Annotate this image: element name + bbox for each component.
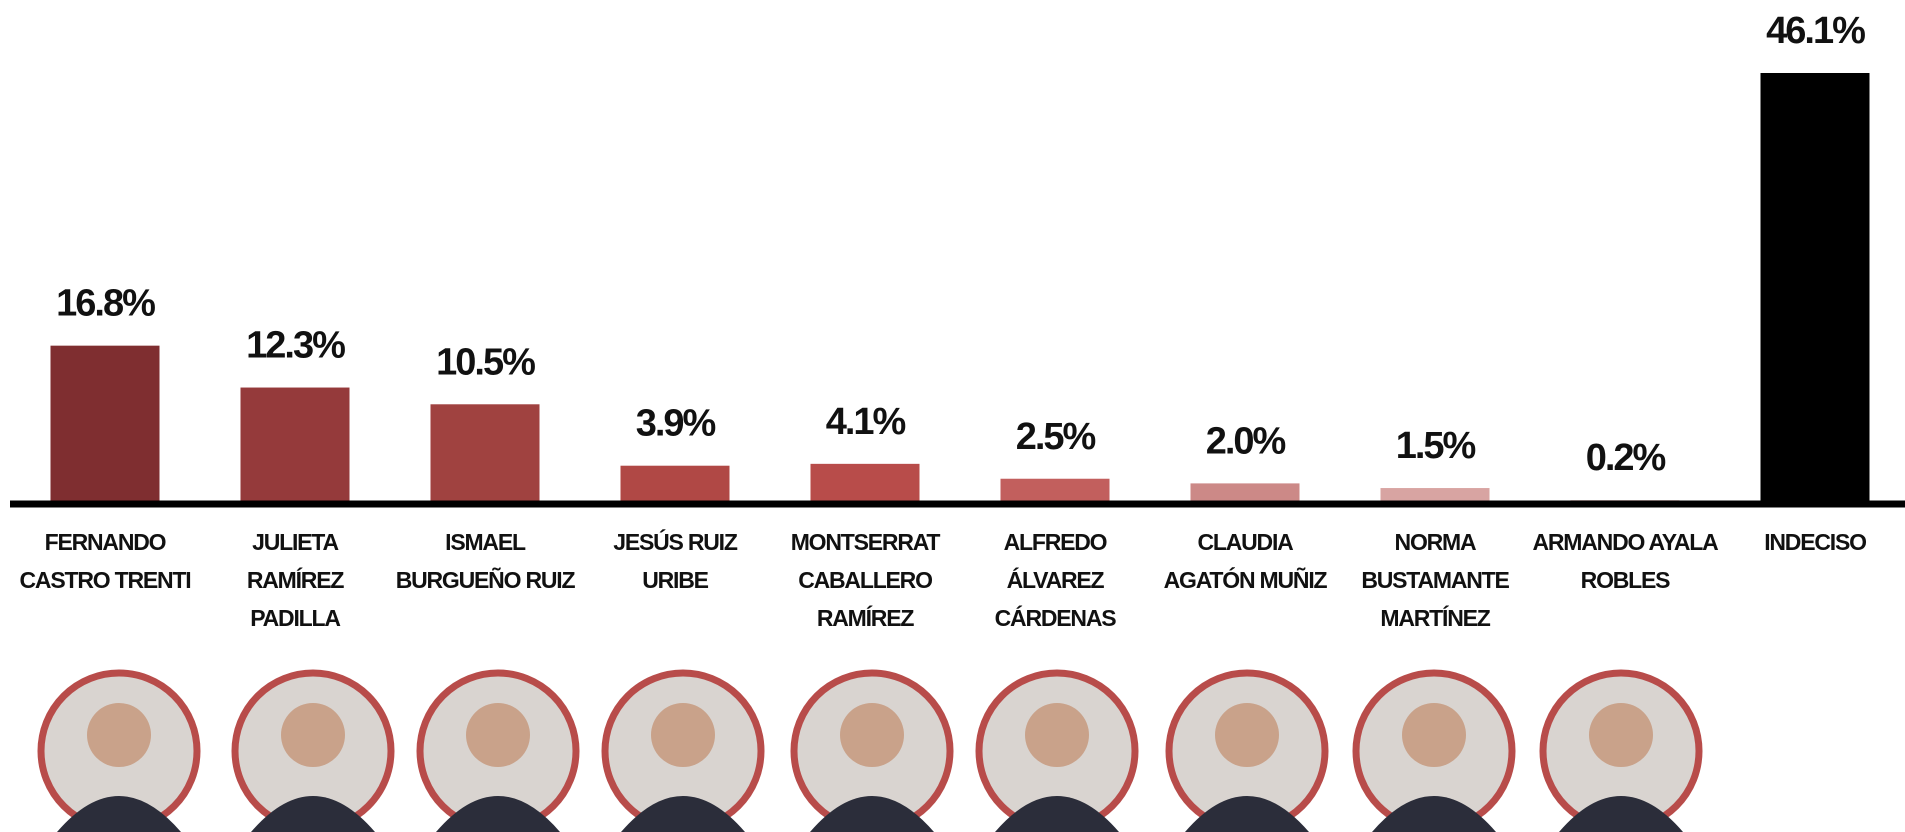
category-label: JESÚS RUIZ URIBE (582, 523, 768, 599)
page: 16.8% 12.3% 10.5% 3.9% 4.1% 2.5% 2.0% 1.5% 0.2% 4… (0, 0, 1905, 832)
value-label: 16.8% (56, 283, 155, 325)
bar (1381, 488, 1490, 502)
bar (621, 466, 730, 502)
photo-face (651, 703, 715, 767)
photo-face (1402, 703, 1466, 767)
bar (1761, 73, 1870, 502)
category-label: MONTSERRAT CABALLERO RAMÍREZ (772, 523, 958, 637)
photo-face (840, 703, 904, 767)
bar (431, 404, 540, 502)
bar (1191, 483, 1300, 502)
value-label: 3.9% (636, 403, 716, 445)
value-label: 12.3% (246, 325, 345, 367)
value-label: 1.5% (1396, 425, 1476, 467)
bar (1001, 479, 1110, 502)
category-label: CLAUDIA AGATÓN MUÑIZ (1152, 523, 1338, 599)
photo-face (466, 703, 530, 767)
category-label: INDECISO (1722, 523, 1905, 561)
photo-face (1215, 703, 1279, 767)
photo-face (281, 703, 345, 767)
bar (51, 346, 160, 502)
photo-face (1025, 703, 1089, 767)
category-label: ISMAEL BURGUEÑO RUIZ (392, 523, 578, 599)
category-label: JULIETA RAMÍREZ PADILLA (202, 523, 388, 637)
value-label: 10.5% (436, 341, 535, 383)
category-label: FERNANDO CASTRO TRENTI (12, 523, 198, 599)
photo-face (87, 703, 151, 767)
value-label: 2.0% (1206, 420, 1286, 462)
category-label: NORMA BUSTAMANTE MARTÍNEZ (1342, 523, 1528, 637)
value-label: 0.2% (1586, 437, 1666, 479)
value-label: 4.1% (826, 401, 906, 443)
category-label: ARMANDO AYALA ROBLES (1532, 523, 1718, 599)
category-label: ALFREDO ÁLVAREZ CÁRDENAS (962, 523, 1148, 637)
bar (241, 388, 350, 502)
value-label: 46.1% (1766, 10, 1865, 52)
bar (811, 464, 920, 502)
chart: 16.8% 12.3% 10.5% 3.9% 4.1% 2.5% 2.0% 1.5% 0.2% 4… (0, 0, 1905, 832)
value-label: 2.5% (1016, 416, 1096, 458)
photo-face (1589, 703, 1653, 767)
